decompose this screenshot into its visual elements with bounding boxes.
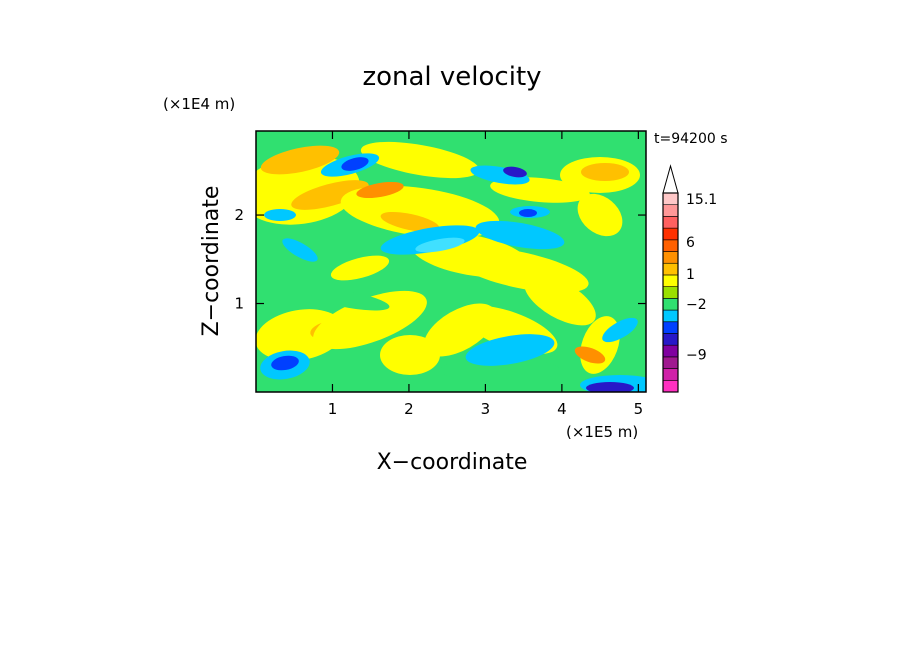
colorbar-band	[662, 227, 679, 241]
field-contour	[310, 289, 390, 311]
field-contour	[574, 346, 606, 364]
field-contour	[260, 145, 340, 175]
velocity-field	[256, 131, 646, 392]
colorbar-label: 15.1	[686, 192, 717, 208]
field-contour	[341, 157, 369, 171]
field-contour	[475, 220, 565, 250]
x-tick-label: 5	[634, 400, 644, 418]
field-contour	[282, 238, 318, 262]
y-axis-ticks: 12	[234, 206, 646, 313]
field-contour	[415, 237, 465, 253]
field-contour	[581, 163, 629, 181]
field-contour	[577, 193, 623, 237]
colorbar-band	[662, 286, 679, 299]
field-contour	[524, 274, 596, 326]
colorbar-band	[662, 368, 679, 381]
colorbar-band	[662, 274, 679, 287]
field-contour	[264, 209, 296, 221]
field-contour	[360, 141, 480, 179]
colorbar-band	[662, 262, 679, 276]
colorbar-band	[662, 379, 679, 393]
colorbar-label: −9	[686, 348, 707, 364]
field-contour	[271, 355, 299, 371]
colorbar-band	[662, 192, 679, 206]
x-axis-ticks: 1 2 3 4 5	[328, 131, 643, 418]
x-tick-label: 4	[557, 400, 567, 418]
field-contour	[602, 317, 638, 343]
field-contour	[256, 309, 345, 361]
field-contour	[356, 181, 404, 199]
field-contour	[380, 211, 440, 233]
y-axis-label: Z−coordinate	[199, 186, 224, 337]
field-contour	[519, 209, 537, 217]
field-contour	[465, 334, 555, 366]
field-contour	[291, 180, 369, 210]
field-contour	[586, 382, 634, 392]
x-axis-label: X−coordinate	[377, 450, 528, 475]
colorbar-band	[662, 344, 679, 358]
field-contour	[380, 225, 480, 255]
x-unit-label: (×1E5 m)	[566, 423, 638, 441]
plot-frame	[255, 130, 647, 393]
colorbar-band	[662, 333, 679, 346]
y-tick-label: 1	[234, 295, 244, 313]
colorbar-band	[662, 204, 679, 217]
field-contour	[470, 165, 530, 185]
x-tick-label: 3	[481, 400, 491, 418]
chart-title: zonal velocity	[362, 62, 541, 92]
colorbar: 15.1 6 1 −2 −9	[662, 164, 717, 393]
y-unit-label: (×1E4 m)	[163, 95, 235, 113]
field-contour	[313, 290, 427, 350]
colorbar-band	[662, 298, 679, 311]
colorbar-label: −2	[686, 297, 707, 313]
colorbar-band	[662, 251, 679, 264]
field-contour	[330, 255, 390, 281]
colorbar-band	[662, 239, 679, 252]
x-tick-label: 2	[404, 400, 414, 418]
colorbar-band	[662, 216, 679, 229]
colorbar-band	[662, 321, 679, 334]
colorbar-frame	[662, 192, 679, 393]
x-tick-label: 1	[328, 400, 338, 418]
field-contour	[340, 185, 500, 239]
colorbar-band	[662, 356, 679, 369]
field-contour	[503, 166, 527, 178]
time-label: t=94200 s	[654, 131, 728, 147]
field-contour	[440, 358, 560, 382]
colorbar-label: 6	[686, 235, 695, 251]
y-tick-label: 2	[234, 206, 244, 224]
colorbar-arrow	[662, 164, 679, 194]
colorbar-label: 1	[686, 267, 695, 283]
colorbar-band	[662, 309, 679, 323]
